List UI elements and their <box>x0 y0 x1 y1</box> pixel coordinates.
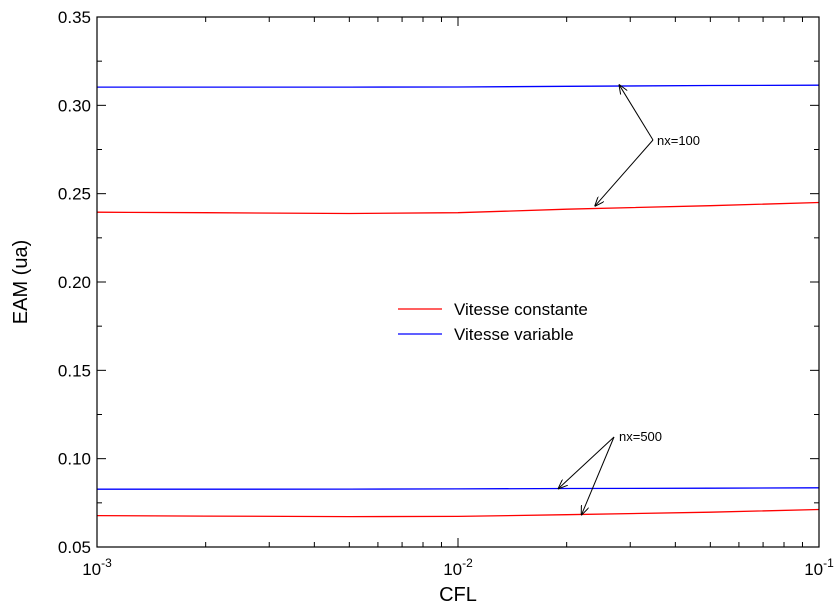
annotation-arrow-nx500 <box>559 436 615 488</box>
y-axis-title: EAM (ua) <box>10 240 32 324</box>
y-tick-label: 0.05 <box>58 538 91 557</box>
y-tick-label: 0.25 <box>58 185 91 204</box>
x-axis-title: CFL <box>439 584 477 605</box>
y-tick-label: 0.10 <box>58 450 91 469</box>
legend-label-vitesse-variable: Vitesse variable <box>454 325 574 344</box>
legend: Vitesse constante Vitesse variable <box>398 300 588 344</box>
x-tick-label: 10-3 <box>82 556 112 579</box>
ticks-layer: 0.05 0.10 0.15 0.20 0.25 0.30 0.35 10-3 10-2 10-1 <box>58 8 834 579</box>
plot-frame <box>96 16 820 548</box>
annotation-arrow-nx100 <box>595 139 654 206</box>
annotation-arrow-nx500 <box>582 436 615 514</box>
series-line-vitesse-variable-nx500 <box>97 487 820 490</box>
y-tick-label: 0.30 <box>58 96 91 115</box>
series-line-vitesse-constante-nx100 <box>96 201 820 215</box>
series-layer <box>96 84 820 518</box>
series-line-vitesse-constante-nx500 <box>96 508 820 518</box>
series-line-vitesse-variable-nx100 <box>97 84 820 88</box>
annotation-label-nx100: nx=100 <box>657 133 700 148</box>
annotations-layer <box>559 85 654 514</box>
y-tick-label: 0.35 <box>58 8 91 27</box>
annotation-arrow-nx100 <box>619 85 654 141</box>
x-tick-label: 10-1 <box>804 556 834 579</box>
x-tick-label: 10-2 <box>443 556 473 579</box>
legend-label-vitesse-constante: Vitesse constante <box>454 300 588 319</box>
annotation-label-nx500: nx=500 <box>619 429 662 444</box>
y-tick-label: 0.15 <box>58 361 91 380</box>
y-tick-label: 0.20 <box>58 273 91 292</box>
